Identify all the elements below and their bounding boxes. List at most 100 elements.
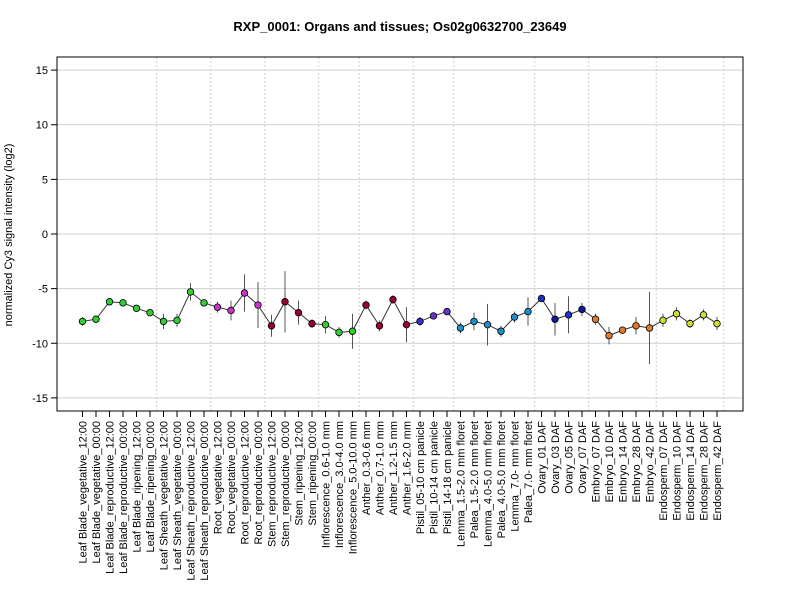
data-point — [578, 305, 586, 314]
data-point — [240, 289, 249, 297]
x-tick-label: Anther_0.7-1.0 mm — [375, 421, 387, 515]
data-point — [483, 320, 492, 329]
data-point — [362, 301, 370, 309]
x-tick-label: Leaf Blade_vegetative_00:00 — [91, 421, 103, 564]
data-point — [537, 294, 546, 303]
y-tick-label: 5 — [42, 174, 48, 186]
x-tick-label: Root_reproductive_00:00 — [253, 421, 265, 545]
y-tick-label: 0 — [42, 229, 48, 241]
data-point — [510, 313, 519, 321]
x-tick-label: Root_vegetative_12:00 — [213, 421, 225, 534]
x-tick-label: Embryo_42 DAF — [645, 421, 657, 503]
x-tick-label: Palea_7.0- mm floret — [523, 421, 535, 523]
data-point — [348, 327, 357, 335]
x-tick-label: Leaf Blade_ripening_12:00 — [132, 421, 144, 553]
x-tick-label: Lemma_1.5-2.0 mm floret — [456, 421, 468, 547]
data-point — [146, 308, 154, 317]
x-tick-label: Lemma_7.0- mm floret — [510, 421, 522, 532]
x-tick-label: Endosperm_28 DAF — [699, 421, 711, 521]
data-point — [159, 317, 168, 326]
data-point — [227, 306, 235, 315]
data-point — [686, 319, 694, 328]
data-point — [213, 303, 222, 311]
y-axis: -15 -10 -5 0 5 10 15 — [32, 65, 57, 405]
x-tick-label: Pistil_14-18 cm panicle — [442, 421, 454, 534]
data-point — [321, 320, 330, 329]
series-layer — [78, 271, 721, 365]
x-tick-label: Anther_0.3-0.6 mm — [361, 421, 373, 515]
x-tick-label: Leaf Sheath_reproductive_12:00 — [186, 421, 198, 581]
x-tick-label: Leaf Sheath_vegetative_00:00 — [172, 421, 184, 570]
x-tick-label: Anther_1.2-1.5 mm — [388, 421, 400, 515]
data-point — [78, 317, 87, 326]
chart-title: RXP_0001: Organs and tissues; Os02g06327… — [233, 19, 566, 34]
x-tick-label: Endosperm_10 DAF — [672, 421, 684, 521]
data-point — [551, 315, 559, 323]
data-point — [254, 301, 262, 309]
y-tick-label: 15 — [36, 65, 48, 77]
data-point — [443, 307, 451, 316]
x-tick-label: Pistil_05-10 cm panicle — [415, 421, 427, 534]
x-tick-label: Embryo_10 DAF — [604, 421, 616, 503]
x-tick-label: Inflorescence_0.6-1.0 mm — [321, 421, 333, 548]
x-tick-label: Endosperm_42 DAF — [712, 421, 724, 521]
data-point — [429, 312, 438, 320]
data-point — [281, 298, 289, 306]
x-tick-label: Leaf Sheath_vegetative_12:00 — [159, 421, 171, 570]
data-point — [402, 320, 411, 329]
y-tick-label: 10 — [36, 120, 48, 132]
data-point — [200, 299, 208, 307]
x-tick-label: Embryo_14 DAF — [618, 421, 630, 503]
x-tick-label: Leaf Blade_ripening_00:00 — [145, 421, 157, 553]
x-tick-label: Leaf Blade_reproductive_12:00 — [105, 421, 117, 574]
x-tick-label: Stem_reproductive_00:00 — [280, 421, 292, 547]
data-point — [416, 317, 424, 326]
grid-layer — [57, 57, 743, 411]
y-tick-label: -10 — [32, 338, 48, 350]
x-tick-label: Pistil_10-14 cm panicle — [429, 421, 441, 534]
data-point — [497, 327, 505, 335]
data-point — [632, 322, 640, 330]
x-tick-label: Ovary_01 DAF — [537, 421, 549, 494]
data-point — [672, 310, 681, 318]
data-point — [389, 295, 397, 304]
data-point — [699, 311, 708, 319]
x-tick-label: Ovary_07 DAF — [577, 421, 589, 494]
data-point — [524, 307, 532, 316]
data-point — [659, 316, 667, 325]
x-tick-label: Leaf Blade_reproductive_00:00 — [118, 421, 130, 574]
data-point — [119, 299, 127, 307]
x-tick-label: Inflorescence_3.0-4.0 mm — [334, 421, 346, 548]
data-point — [92, 315, 100, 323]
data-point — [470, 317, 478, 326]
x-axis: Leaf Blade_vegetative_12:00 Leaf Blade_ve… — [78, 411, 724, 581]
x-tick-label: Leaf Blade_vegetative_12:00 — [78, 421, 90, 564]
data-point — [173, 316, 181, 325]
data-point — [618, 326, 627, 334]
x-tick-label: Leaf Sheath_reproductive_00:00 — [199, 421, 211, 581]
data-point — [335, 328, 343, 337]
data-point — [308, 319, 316, 328]
x-tick-label: Endosperm_07 DAF — [658, 421, 670, 521]
x-tick-label: Ovary_03 DAF — [550, 421, 562, 494]
y-tick-label: -15 — [32, 393, 48, 405]
x-tick-label: Stem_reproductive_12:00 — [267, 421, 279, 547]
data-point — [186, 288, 195, 296]
x-tick-label: Embryo_28 DAF — [631, 421, 643, 503]
x-tick-label: Anther_1.6-2.0 mm — [402, 421, 414, 515]
data-point — [267, 322, 276, 330]
x-tick-label: Stem_ripening_00:00 — [307, 421, 319, 526]
x-tick-label: Embryo_07 DAF — [591, 421, 603, 503]
x-tick-label: Endosperm_14 DAF — [685, 421, 697, 521]
data-point — [605, 331, 613, 340]
x-tick-label: Root_vegetative_00:00 — [226, 421, 238, 534]
data-point — [132, 304, 141, 312]
data-point — [713, 319, 721, 328]
y-axis-label: normalized Cy3 signal intensity (log2) — [3, 144, 15, 327]
data-point — [456, 324, 465, 332]
y-tick-label: -5 — [38, 284, 48, 296]
data-point — [375, 322, 384, 330]
x-tick-label: Ovary_05 DAF — [564, 421, 576, 494]
x-tick-label: Lemma_4.0-5.0 mm floret — [483, 421, 495, 547]
